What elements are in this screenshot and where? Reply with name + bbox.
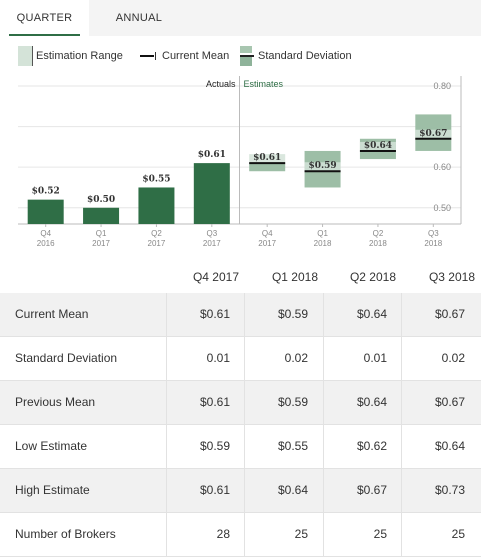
x-tick-label: Q1 — [317, 229, 328, 238]
table-cell: $0.61 — [166, 381, 244, 424]
legend-standard-deviation: Standard Deviation — [240, 44, 352, 68]
estimates-label: Estimates — [244, 79, 284, 89]
x-tick-label: Q2 — [373, 229, 384, 238]
actual-data-label: $0.52 — [32, 187, 60, 197]
table-cell: $0.67 — [401, 381, 479, 424]
table-row: Current Mean $0.61 $0.59 $0.64 $0.67 — [0, 293, 481, 337]
actual-data-label: $0.55 — [142, 174, 170, 184]
table-cell: $0.67 — [401, 293, 479, 336]
column-header-q1-2018: Q1 2018 — [271, 270, 318, 284]
estimation-range-box — [249, 163, 286, 172]
x-tick-label: 2017 — [203, 239, 221, 248]
table-cell: $0.62 — [323, 425, 401, 468]
table-cell: 0.02 — [401, 337, 479, 380]
x-tick-label: 2018 — [369, 239, 387, 248]
tab-quarter[interactable]: QUARTER — [0, 0, 89, 36]
legend-estimation-range: Estimation Range — [18, 44, 123, 68]
legend-std-label: Standard Deviation — [258, 50, 352, 62]
standard-deviation-swatch — [240, 46, 254, 66]
table-row: Number of Brokers 28 25 25 25 — [0, 513, 481, 557]
table-row: Previous Mean $0.61 $0.59 $0.64 $0.67 — [0, 381, 481, 425]
table-cell: $0.64 — [244, 469, 322, 512]
table-cell: $0.55 — [244, 425, 322, 468]
x-tick-label: 2018 — [314, 239, 332, 248]
table-cell: $0.59 — [244, 381, 322, 424]
row-label: Standard Deviation — [15, 351, 118, 365]
table-row: Low Estimate $0.59 $0.55 $0.62 $0.64 — [0, 425, 481, 469]
y-tick-label: 0.50 — [433, 203, 451, 213]
row-label: Previous Mean — [15, 395, 96, 409]
table-cell: $0.67 — [323, 469, 401, 512]
row-label: Number of Brokers — [15, 527, 116, 541]
eps-chart: 0.800.700.600.50ActualsEstimates$0.52$0.… — [18, 76, 462, 248]
actual-bar — [193, 163, 230, 224]
table-cell: 0.01 — [323, 337, 401, 380]
legend-mean-label: Current Mean — [162, 50, 230, 62]
legend-current-mean: Current Mean — [140, 44, 229, 68]
table-cell: $0.61 — [166, 293, 244, 336]
table-cell: 25 — [401, 513, 479, 556]
table-cell: $0.64 — [323, 381, 401, 424]
table-cell: $0.64 — [401, 425, 479, 468]
period-tabs: QUARTER ANNUAL — [0, 0, 481, 36]
actual-data-label: $0.61 — [198, 150, 226, 160]
mean-label-band — [249, 154, 286, 164]
table-cell: 0.01 — [166, 337, 244, 380]
column-header-q3-2018: Q3 2018 — [428, 270, 475, 284]
row-label: High Estimate — [15, 483, 90, 497]
x-tick-label: Q2 — [151, 229, 162, 238]
mean-label-band — [359, 141, 396, 151]
estimation-range-swatch — [18, 46, 33, 66]
x-tick-label: 2017 — [92, 239, 110, 248]
legend-range-label: Estimation Range — [36, 50, 123, 62]
row-label: Low Estimate — [15, 439, 88, 453]
x-tick-label: Q1 — [96, 229, 107, 238]
x-tick-label: Q3 — [428, 229, 439, 238]
y-tick-label: 0.60 — [433, 162, 451, 172]
row-label: Current Mean — [15, 307, 89, 321]
estimate-data-label: $0.59 — [308, 161, 336, 171]
table-cell: $0.59 — [244, 293, 322, 336]
actual-data-label: $0.50 — [87, 195, 115, 205]
actual-bar — [27, 199, 64, 224]
x-tick-label: Q3 — [206, 229, 217, 238]
y-tick-label: 0.80 — [433, 81, 451, 91]
x-tick-label: 2016 — [37, 239, 55, 248]
x-tick-label: Q4 — [40, 229, 51, 238]
x-tick-label: 2018 — [424, 239, 442, 248]
column-header-q2-2018: Q2 2018 — [349, 270, 396, 284]
actual-bar — [83, 207, 120, 224]
estimate-data-label: $0.67 — [419, 129, 447, 139]
x-tick-label: 2017 — [258, 239, 276, 248]
tab-annual[interactable]: ANNUAL — [115, 12, 163, 24]
column-header-q4-2017: Q4 2017 — [192, 270, 239, 284]
estimate-data-label: $0.64 — [364, 141, 392, 151]
table-cell: 0.02 — [244, 337, 322, 380]
estimate-data-label: $0.61 — [253, 153, 281, 163]
table-row: High Estimate $0.61 $0.64 $0.67 $0.73 — [0, 469, 481, 513]
actual-bar — [138, 187, 175, 224]
actuals-label: Actuals — [206, 79, 236, 89]
table-cell: 25 — [244, 513, 322, 556]
table-cell: $0.59 — [166, 425, 244, 468]
x-tick-label: 2017 — [148, 239, 166, 248]
x-tick-label: Q4 — [262, 229, 273, 238]
estimates-table: Current Mean $0.61 $0.59 $0.64 $0.67 Sta… — [0, 293, 481, 557]
table-cell: 25 — [323, 513, 401, 556]
table-row: Standard Deviation 0.01 0.02 0.01 0.02 — [0, 337, 481, 381]
table-cell: $0.64 — [323, 293, 401, 336]
mean-label-band — [304, 162, 341, 172]
mean-label-band — [415, 129, 452, 139]
table-cell: $0.61 — [166, 469, 244, 512]
table-cell: 28 — [166, 513, 244, 556]
table-header: Q4 2017 Q1 2018 Q2 2018 Q3 2018 — [0, 262, 481, 292]
table-cell: $0.73 — [401, 469, 479, 512]
current-mean-swatch — [140, 52, 156, 60]
